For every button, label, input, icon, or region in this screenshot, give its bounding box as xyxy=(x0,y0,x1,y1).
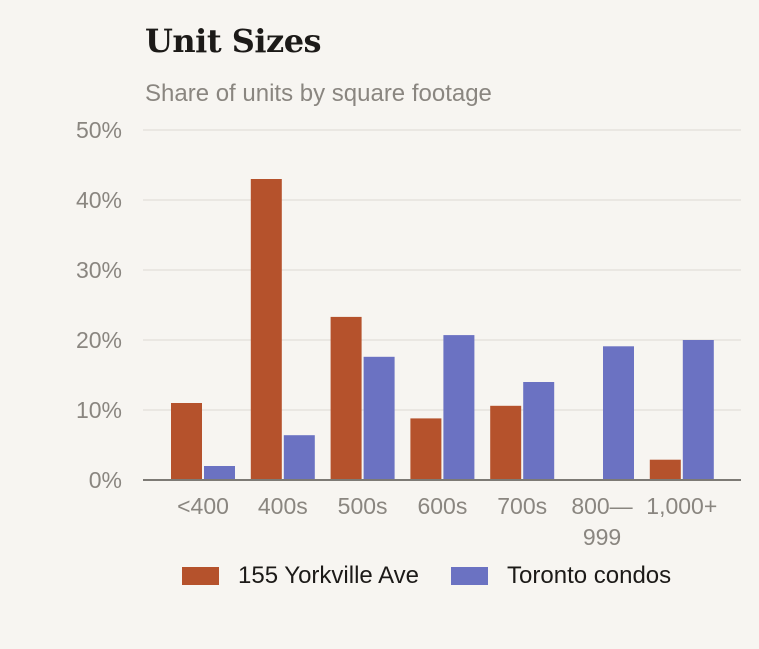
bar-1 xyxy=(330,316,362,480)
bar-2 xyxy=(443,335,475,480)
y-tick-label: 20% xyxy=(76,327,122,353)
bar-1 xyxy=(410,418,442,480)
bar-2 xyxy=(283,435,315,480)
legend-swatch-series-1 xyxy=(182,567,219,585)
chart-title: Unit Sizes xyxy=(145,22,322,60)
bar-2 xyxy=(363,356,395,480)
x-tick-label: 400s xyxy=(258,493,308,519)
bar-1 xyxy=(490,405,522,480)
x-tick-label: 800— 999 xyxy=(571,493,632,550)
bar-2 xyxy=(204,466,235,480)
y-tick-label: 30% xyxy=(76,257,122,283)
bar-2 xyxy=(603,346,634,480)
x-tick-label: 1,000+ xyxy=(646,493,717,519)
bars xyxy=(171,179,714,480)
legend-item-series-2: Toronto condos xyxy=(451,562,671,590)
x-tick-label: 700s xyxy=(497,493,547,519)
legend-item-series-1: 155 Yorkville Ave xyxy=(182,562,419,590)
bar-2 xyxy=(523,382,555,480)
x-tick-label: 600s xyxy=(417,493,467,519)
x-tick-label: <400 xyxy=(177,493,229,519)
bar-2 xyxy=(682,340,714,480)
y-axis-ticks: 0% 10% 20% 30% 40% 50% xyxy=(76,117,122,493)
bar-1 xyxy=(250,179,282,480)
y-tick-label: 10% xyxy=(76,397,122,423)
legend-swatch-series-2 xyxy=(451,567,489,585)
chart-subtitle: Share of units by square footage xyxy=(145,80,492,107)
y-tick-label: 40% xyxy=(76,187,122,213)
legend-label-series-1: 155 Yorkville Ave xyxy=(238,562,420,589)
y-tick-label: 0% xyxy=(89,467,122,493)
x-tick-label: 500s xyxy=(338,493,388,519)
gridlines xyxy=(143,129,741,411)
bar-1 xyxy=(649,459,681,480)
y-tick-label: 50% xyxy=(76,117,122,143)
legend: 155 Yorkville Ave Toronto condos xyxy=(182,562,703,590)
x-axis-ticks: <400 400s 500s 600s 700s 800— 999 1,000+ xyxy=(177,493,717,550)
bar-chart: 0% 10% 20% 30% 40% 50% <400 400s 500s 600s 700s 80… xyxy=(76,117,741,550)
legend-label-series-2: Toronto condos xyxy=(507,562,672,589)
bar-1 xyxy=(171,403,202,480)
